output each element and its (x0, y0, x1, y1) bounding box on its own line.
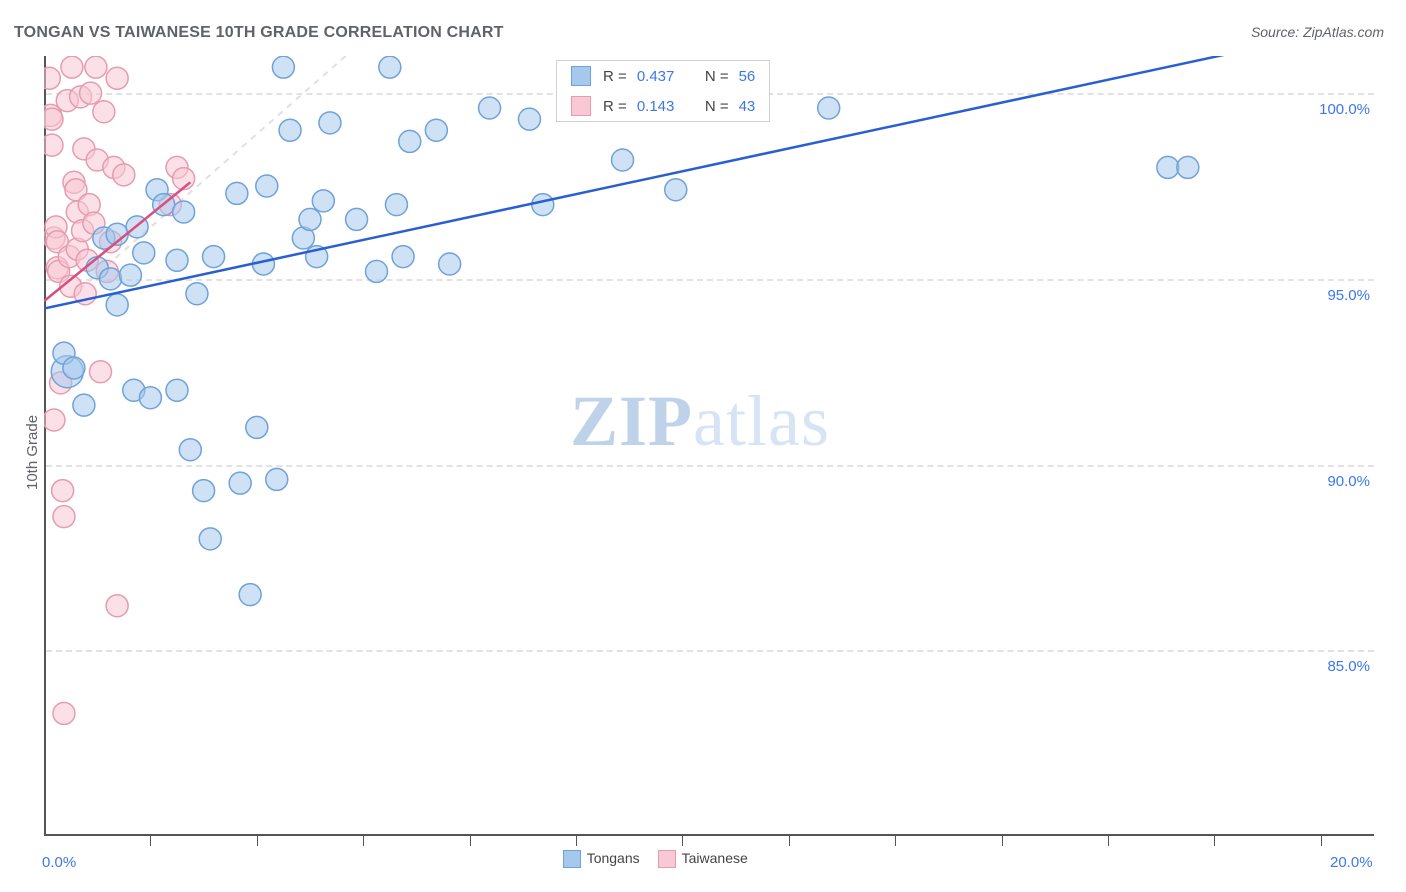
stats-n-label: N = (705, 98, 729, 115)
point-series2 (93, 101, 115, 123)
point-series2 (113, 164, 135, 186)
point-series1 (193, 480, 215, 502)
point-series2 (106, 67, 128, 89)
point-series1 (299, 208, 321, 230)
point-series1 (425, 119, 447, 141)
point-series2 (44, 67, 60, 89)
y-axis-label: 10th Grade (24, 415, 41, 490)
point-series1 (818, 97, 840, 119)
x-tick (1321, 836, 1322, 846)
legend: Tongans Taiwanese (563, 850, 748, 868)
stats-row: R = 0.437 N = 56 (557, 61, 769, 91)
point-series1 (439, 253, 461, 275)
stats-r-value: 0.143 (637, 98, 685, 115)
point-series1 (203, 246, 225, 268)
point-series1 (179, 439, 201, 461)
x-tick (470, 836, 471, 846)
point-series2 (53, 702, 75, 724)
point-series1 (1177, 156, 1199, 178)
stats-row: R = 0.143 N = 43 (557, 91, 769, 121)
stats-n-label: N = (705, 68, 729, 85)
point-series2 (44, 134, 63, 156)
legend-series1-label: Tongans (587, 850, 640, 866)
x-tick-label: 20.0% (1330, 854, 1373, 871)
point-series1 (266, 468, 288, 490)
point-series1 (366, 260, 388, 282)
plot-area: 85.0%90.0%95.0%100.0%0.0%20.0% (44, 56, 1374, 836)
x-tick (1214, 836, 1215, 846)
point-series1 (199, 528, 221, 550)
point-series1 (226, 182, 248, 204)
x-tick (576, 836, 577, 846)
chart-title: TONGAN VS TAIWANESE 10TH GRADE CORRELATI… (14, 24, 504, 42)
chart-container: TONGAN VS TAIWANESE 10TH GRADE CORRELATI… (0, 0, 1406, 892)
point-series2 (61, 56, 83, 78)
point-series1 (272, 56, 294, 78)
x-tick (150, 836, 151, 846)
point-series2 (90, 361, 112, 383)
x-tick (682, 836, 683, 846)
point-series1 (119, 264, 141, 286)
x-tick (1002, 836, 1003, 846)
stats-n-value: 43 (739, 98, 756, 115)
point-series1 (239, 584, 261, 606)
point-series1 (166, 249, 188, 271)
chart-svg (44, 56, 1374, 836)
point-series1 (139, 387, 161, 409)
point-series1 (665, 179, 687, 201)
x-tick (363, 836, 364, 846)
stats-n-value: 56 (739, 68, 756, 85)
point-series1 (392, 246, 414, 268)
point-series1 (106, 294, 128, 316)
point-series1 (379, 56, 401, 78)
point-series1 (166, 379, 188, 401)
point-series2 (52, 480, 74, 502)
stats-r-label: R = (603, 98, 627, 115)
point-series1 (612, 149, 634, 171)
point-series2 (53, 506, 75, 528)
point-series1 (186, 283, 208, 305)
point-series1 (133, 242, 155, 264)
point-series1 (229, 472, 251, 494)
legend-series1: Tongans (563, 850, 640, 868)
point-series1 (1157, 156, 1179, 178)
point-series1 (399, 130, 421, 152)
point-series1 (532, 194, 554, 216)
stats-swatch (571, 96, 591, 116)
point-series2 (106, 595, 128, 617)
x-tick (1108, 836, 1109, 846)
stats-box: R = 0.437 N = 56 R = 0.143 N = 43 (556, 60, 770, 122)
point-series1 (518, 108, 540, 130)
point-series2 (80, 82, 102, 104)
point-series1 (279, 119, 301, 141)
legend-series1-swatch (563, 850, 581, 868)
legend-series2-swatch (658, 850, 676, 868)
stats-swatch (571, 66, 591, 86)
point-series1 (479, 97, 501, 119)
point-series1 (312, 190, 334, 212)
x-tick-label: 0.0% (42, 854, 76, 871)
point-series1 (173, 201, 195, 223)
stats-r-label: R = (603, 68, 627, 85)
source-label: Source: ZipAtlas.com (1251, 24, 1384, 40)
legend-series2: Taiwanese (658, 850, 748, 868)
point-series1 (385, 194, 407, 216)
point-series1 (246, 416, 268, 438)
stats-r-value: 0.437 (637, 68, 685, 85)
x-tick (895, 836, 896, 846)
point-series1 (256, 175, 278, 197)
point-series1 (100, 268, 122, 290)
x-tick (257, 836, 258, 846)
point-series2 (85, 56, 107, 78)
point-series1 (63, 357, 85, 379)
point-series2 (44, 108, 63, 130)
point-series1 (319, 112, 341, 134)
x-tick (789, 836, 790, 846)
legend-series2-label: Taiwanese (682, 850, 748, 866)
point-series1 (346, 208, 368, 230)
point-series1 (73, 394, 95, 416)
point-series2 (44, 409, 65, 431)
